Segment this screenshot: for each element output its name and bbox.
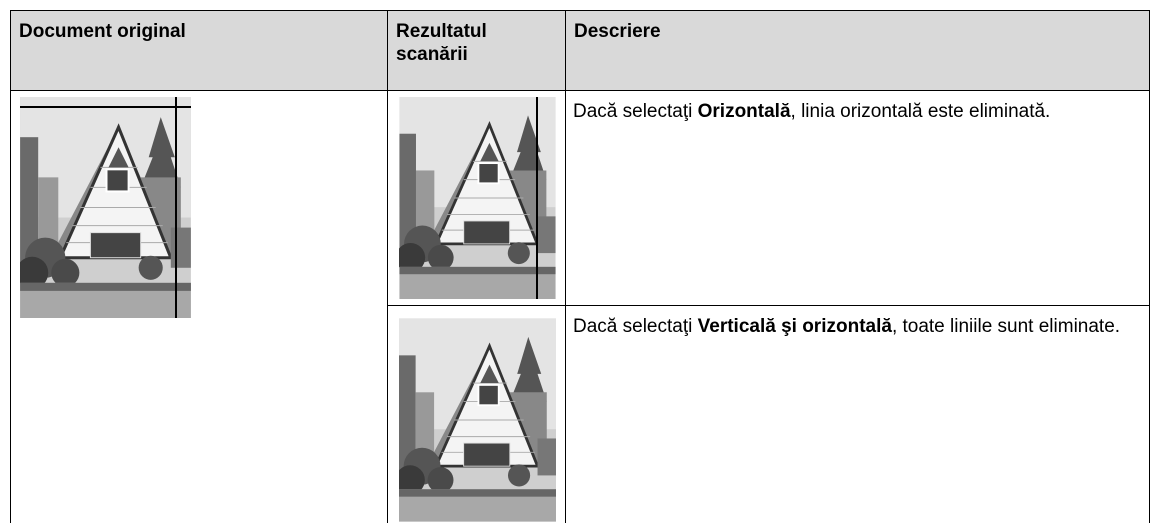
scan-result-image [399, 97, 556, 299]
description: Dacă selectaţi Orizontală, linia orizont… [565, 91, 1149, 133]
header-cell: Rezultatul scanării [387, 10, 565, 91]
border [10, 90, 1150, 91]
border [387, 305, 1150, 306]
border [10, 10, 11, 523]
header-text: Descriere [574, 21, 661, 42]
header-text: Document original [19, 21, 186, 42]
text: , linia orizontală este eliminată. [790, 101, 1051, 122]
scan-result-image [399, 318, 556, 522]
header-cell: Descriere [565, 10, 1149, 91]
header-text: Rezultatul scanării [396, 21, 487, 65]
border [10, 10, 1150, 11]
description: Dacă selectaţi Verticală şi orizontală, … [565, 306, 1149, 348]
border [565, 10, 566, 523]
original-image [20, 97, 191, 318]
text: Dacă selectaţi [573, 101, 698, 122]
text: Dacă selectaţi [573, 316, 698, 337]
header-cell: Document original [10, 10, 387, 91]
border [1149, 10, 1150, 523]
bold-text: Orizontală [697, 101, 791, 122]
bold-text: Verticală şi orizontală [697, 316, 892, 337]
border [387, 10, 388, 523]
text: , toate liniile sunt eliminate. [891, 316, 1121, 337]
